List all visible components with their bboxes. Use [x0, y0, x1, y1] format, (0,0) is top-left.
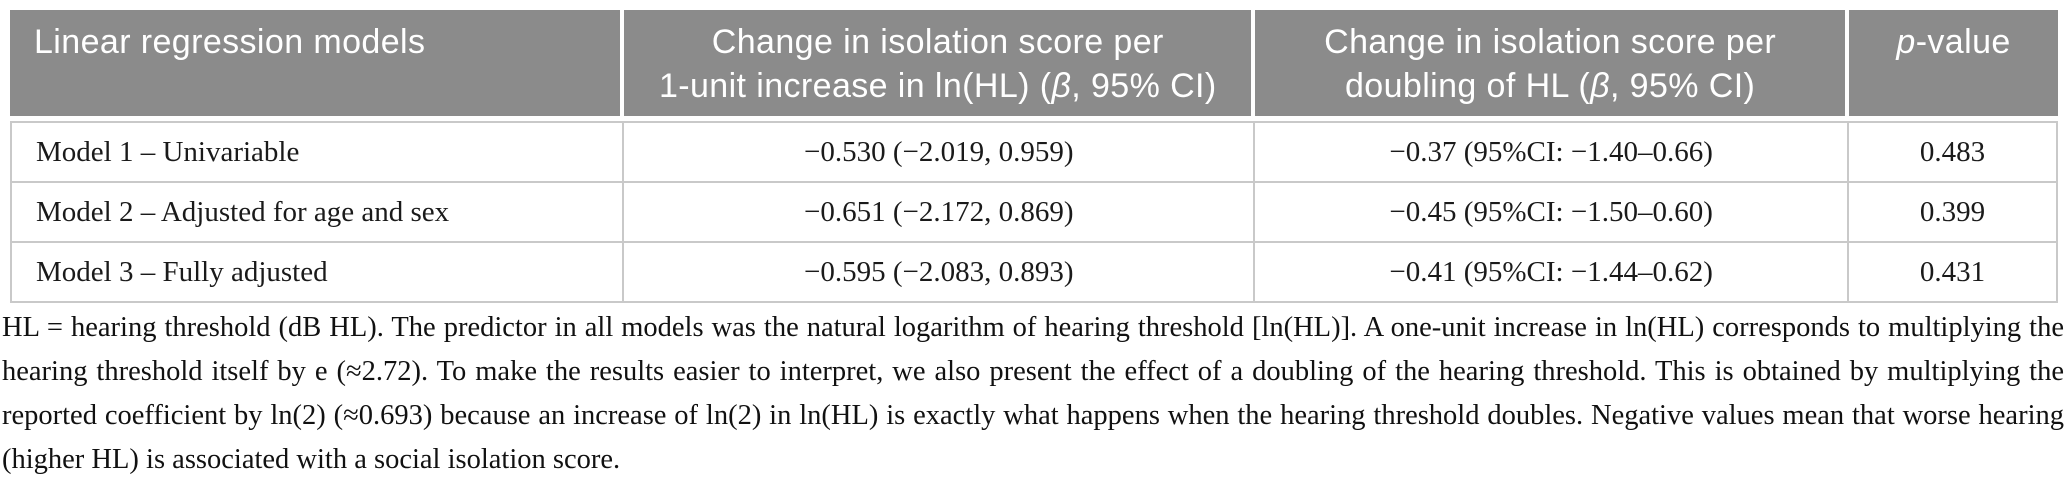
beta-symbol: β [1051, 67, 1072, 105]
header-text: , 95% CI) [1609, 67, 1756, 105]
header-text: 1-unit increase in ln(HL) ( [658, 67, 1052, 105]
table-header: Linear regression models Change in isola… [10, 10, 2058, 121]
column-header-p-value: p-value [1849, 10, 2058, 121]
column-header-models-label: Linear regression models [34, 23, 426, 61]
per-unit-cell: −0.530 (−2.019, 0.959) [624, 121, 1256, 183]
table-row: Model 1 – Univariable −0.530 (−2.019, 0.… [10, 121, 2058, 183]
column-header-per-doubling-line1: Change in isolation score per [1324, 23, 1777, 61]
table-footnote: HL = hearing threshold (dB HL). The pred… [2, 312, 2064, 475]
model-cell: Model 3 – Fully adjusted [10, 243, 625, 303]
per-doubling-cell: −0.45 (95%CI: −1.50–0.60) [1255, 183, 1850, 243]
column-header-models: Linear regression models [10, 10, 625, 121]
header-text: doubling of HL ( [1344, 67, 1591, 105]
p-value-cell: 0.431 [1849, 243, 2058, 303]
p-symbol: p [1896, 23, 1916, 61]
header-row: Linear regression models Change in isola… [10, 10, 2058, 121]
per-doubling-cell: −0.41 (95%CI: −1.44–0.62) [1255, 243, 1850, 303]
per-unit-cell: −0.651 (−2.172, 0.869) [624, 183, 1256, 243]
header-text: , 95% CI) [1071, 67, 1217, 105]
column-header-per-unit: Change in isolation score per 1-unit inc… [624, 10, 1256, 121]
per-doubling-cell: −0.37 (95%CI: −1.40–0.66) [1255, 121, 1850, 183]
model-cell: Model 2 – Adjusted for age and sex [10, 183, 625, 243]
p-value-cell: 0.399 [1849, 183, 2058, 243]
table-row: Model 2 – Adjusted for age and sex −0.65… [10, 183, 2058, 243]
header-text: -value [1915, 23, 2011, 61]
table-body: Model 1 – Univariable −0.530 (−2.019, 0.… [10, 121, 2058, 303]
per-unit-cell: −0.595 (−2.083, 0.893) [624, 243, 1256, 303]
column-header-per-unit-line1: Change in isolation score per [711, 23, 1164, 61]
beta-symbol: β [1590, 67, 1610, 105]
column-header-per-doubling-line2: doubling of HL (β, 95% CI) [1261, 64, 1839, 108]
column-header-per-unit-line2: 1-unit increase in ln(HL) (β, 95% CI) [630, 64, 1245, 108]
regression-table: Linear regression models Change in isola… [10, 10, 2058, 303]
p-value-cell: 0.483 [1849, 121, 2058, 183]
column-header-per-doubling: Change in isolation score per doubling o… [1255, 10, 1850, 121]
model-cell: Model 1 – Univariable [10, 121, 625, 183]
table-row: Model 3 – Fully adjusted −0.595 (−2.083,… [10, 243, 2058, 303]
